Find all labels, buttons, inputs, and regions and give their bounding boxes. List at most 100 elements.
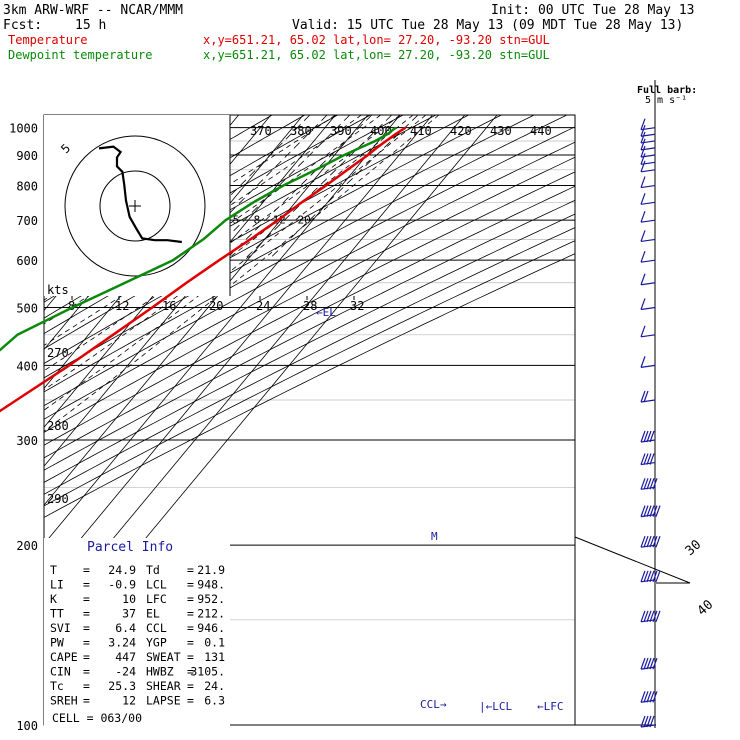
pressure-label-200: 200 xyxy=(16,539,38,553)
barb-shaft xyxy=(640,364,656,368)
parcel-info-cell: CELL = 063/00 xyxy=(52,711,142,725)
barb-flag xyxy=(643,715,649,728)
wind-barb-125 xyxy=(640,657,658,670)
dewpoint-point-800 xyxy=(282,184,285,187)
parcel-value-Tc: 25.3 xyxy=(108,679,136,693)
barb-shaft xyxy=(640,259,656,263)
dewpoint-profile xyxy=(0,126,397,352)
barb-flag xyxy=(652,570,658,583)
legend-temperature: Temperature xyxy=(8,33,87,47)
barb-shaft xyxy=(640,154,656,158)
barb-flag xyxy=(646,691,652,703)
parcel-key-T: T xyxy=(50,563,57,577)
parcel-eq-1: = xyxy=(83,679,90,693)
barb-flag xyxy=(640,657,646,670)
parcel-eq-2: = xyxy=(187,607,194,621)
wind-barb-650 xyxy=(640,230,656,243)
barb-flag xyxy=(640,210,646,223)
init-time: Init: 00 UTC Tue 28 May 13 xyxy=(491,3,695,18)
hodograph-ring-0 xyxy=(99,170,171,242)
barb-flag xyxy=(640,160,646,173)
barb-flag xyxy=(649,478,655,490)
pressure-label-500: 500 xyxy=(16,301,38,315)
wind-barb-275 xyxy=(640,453,656,466)
barb-flag xyxy=(643,535,649,548)
dry-adiabat-390 xyxy=(44,185,575,459)
parcel-key-LAPSE: LAPSE xyxy=(146,694,181,708)
wind-barbs xyxy=(640,80,661,728)
hodograph: 5 kts 8 12 16 20 24 28 32 xyxy=(44,115,364,313)
barb-flag xyxy=(649,430,655,443)
parcel-info-panel: Parcel Info T = 24.9 Td = 21.9LI = -0.9 LCL = 948.… xyxy=(44,538,230,726)
parcel-key-TT: TT xyxy=(50,607,64,621)
barb-flag xyxy=(640,176,646,188)
barb-flag xyxy=(640,138,646,151)
legend-dewpoint: Dewpoint temperature xyxy=(8,48,153,62)
parcel-value-K: 10 xyxy=(122,592,136,606)
barb-flag xyxy=(649,535,655,548)
isotherm-0 xyxy=(44,115,336,467)
barb-flag xyxy=(640,356,646,368)
barb-flag xyxy=(640,535,646,548)
valid-time: Valid: 15 UTC Tue 28 May 13 (09 MDT Tue … xyxy=(292,18,683,33)
isotherm-40 xyxy=(44,115,466,623)
dry-adiabat-430 xyxy=(44,240,575,507)
theta-label-430: 430 xyxy=(490,124,512,138)
wind-barb-350 xyxy=(640,390,656,403)
barb-flag xyxy=(640,145,646,158)
parcel-value-LAPSE: 6.3 xyxy=(204,694,225,708)
theta-label-380: 380 xyxy=(290,124,312,138)
temperature-point-650 xyxy=(249,238,252,241)
parcel-key-CCL: CCL xyxy=(146,621,167,635)
parcel-eq-2: = xyxy=(187,679,194,693)
barb-flag xyxy=(649,570,655,583)
mixing-ratio-8 xyxy=(224,115,373,261)
wind-barb-850 xyxy=(640,160,656,173)
barb-flag xyxy=(652,535,658,548)
theta-label-370: 370 xyxy=(250,124,272,138)
parcel-key-SVI: SVI xyxy=(50,621,71,635)
wind-barb-250 xyxy=(640,478,658,490)
parcel-key-Td: Td xyxy=(146,563,160,577)
speed-label-16: 16 xyxy=(162,299,176,313)
parcel-value-SVI: 6.4 xyxy=(115,621,136,635)
barb-flag xyxy=(643,430,649,443)
barb-shaft xyxy=(640,169,656,173)
parcel-eq-1: = xyxy=(83,578,90,592)
parcel-key-CIN: CIN xyxy=(50,665,71,679)
parcel-value-SHEAR: 24. xyxy=(204,679,225,693)
barb-shaft xyxy=(640,201,656,205)
dry-adiabat-340 xyxy=(44,115,568,393)
dry-adiabat-350 xyxy=(44,126,575,407)
barb-flag xyxy=(646,570,652,583)
barb-flag xyxy=(640,325,646,338)
temperature-point-975 xyxy=(394,133,397,136)
temperature-point-700 xyxy=(277,219,279,221)
temperature-point-750 xyxy=(301,201,303,204)
barb-flag xyxy=(640,118,646,130)
barb-flag xyxy=(646,715,652,728)
dry-adiabat-label-290: 270 xyxy=(47,346,69,360)
dewpoint-point-700 xyxy=(224,219,227,221)
mixing-ratio-label-20: 20 xyxy=(297,214,310,227)
barb-flag xyxy=(643,570,649,583)
parcel-key-Tc: Tc xyxy=(50,679,64,693)
wind-barb-600 xyxy=(640,250,656,263)
parcel-value-HWBZ: 3105. xyxy=(190,665,225,679)
dry-adiabat-380 xyxy=(44,171,575,446)
wind-barb-150 xyxy=(640,610,661,623)
dry-adiabat-260 xyxy=(44,115,305,270)
wind-barb-750 xyxy=(640,193,656,205)
mixing-ratio-label-8: 8 xyxy=(254,214,261,227)
skew-frame xyxy=(574,536,691,584)
dry-adiabat-label-270: 290 xyxy=(47,492,69,506)
parcel-eq-2: = xyxy=(187,665,194,679)
dry-adiabat-360 xyxy=(44,141,575,420)
hodograph-ring-1 xyxy=(64,135,206,277)
parcel-key-PW: PW xyxy=(50,636,64,650)
parcel-key-SREH: SREH xyxy=(50,694,78,708)
temperature-point-1000 xyxy=(404,126,407,129)
theta-label-420: 420 xyxy=(450,124,472,138)
barb-flag xyxy=(643,691,649,703)
m-marker: M xyxy=(431,530,438,543)
